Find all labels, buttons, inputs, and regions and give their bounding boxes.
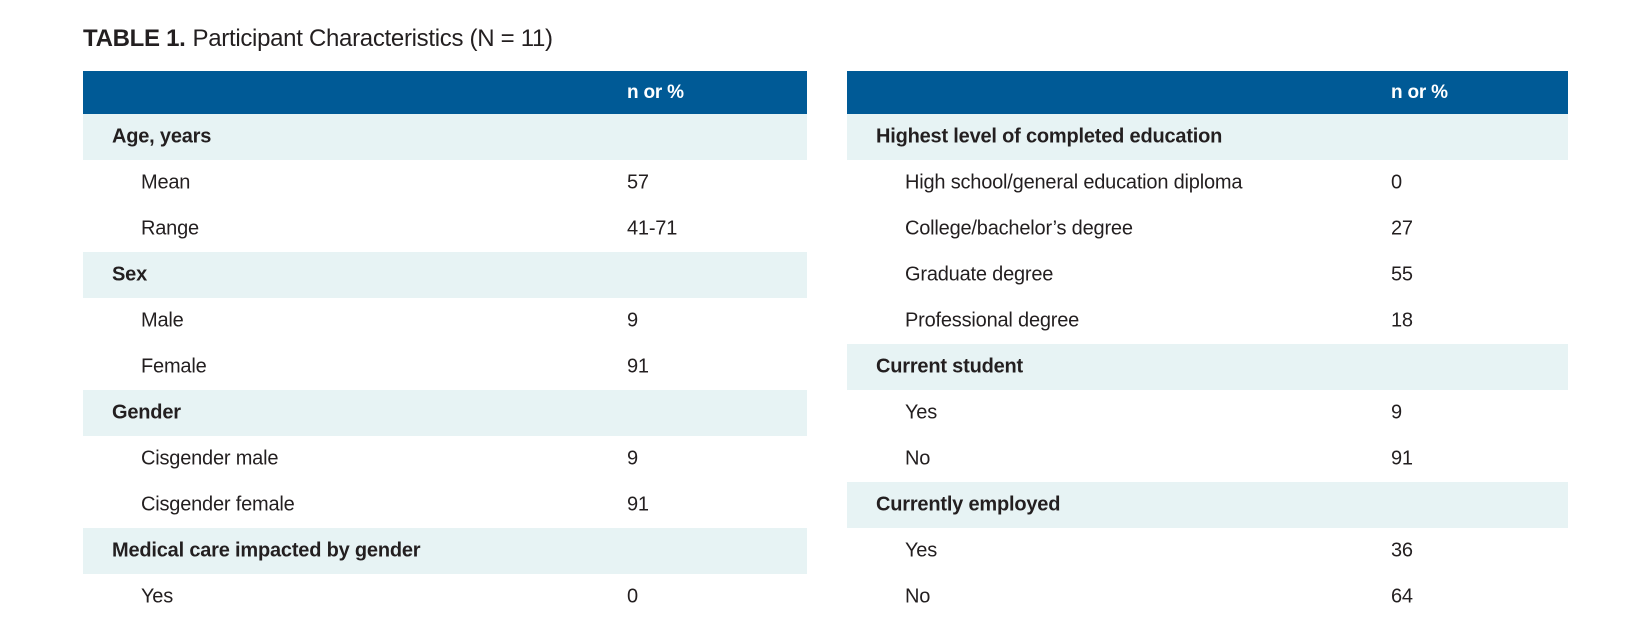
row-label: Mean: [141, 171, 191, 194]
section-row: Highest level of completed education: [847, 114, 1568, 160]
row-label: Cisgender female: [141, 493, 295, 516]
row-label: Male: [141, 309, 184, 332]
row-label: Gender: [112, 401, 181, 424]
data-row: Professional degree 18: [847, 298, 1568, 344]
row-label: Highest level of completed education: [876, 125, 1223, 148]
row-value: 64: [1391, 585, 1413, 608]
participant-table-right: n or % Highest level of completed educat…: [847, 71, 1568, 620]
section-row: Currently employed: [847, 482, 1568, 528]
row-value: 36: [1391, 539, 1413, 562]
row-value: 9: [1391, 401, 1402, 424]
row-label: Range: [141, 217, 199, 240]
row-value: 55: [1391, 263, 1413, 286]
row-value: 91: [627, 355, 649, 378]
row-value: 91: [627, 493, 649, 516]
table-title-number: TABLE 1.: [83, 25, 186, 52]
participant-characteristics-tables: n or % Age, years Mean 57 Range 41-71 Sex Male…: [83, 71, 1568, 620]
data-row: Mean 57: [83, 160, 807, 206]
row-label: Professional degree: [905, 309, 1080, 332]
data-row: Yes 9: [847, 390, 1568, 436]
row-value: 9: [627, 309, 638, 332]
table-title: TABLE 1. Participant Characteristics (N =…: [83, 25, 553, 53]
data-row: Cisgender male 9: [83, 436, 807, 482]
row-value: 27: [1391, 217, 1413, 240]
row-label: High school/general education diploma: [905, 171, 1243, 194]
row-label: College/bachelor’s degree: [905, 217, 1133, 240]
data-row: Female 91: [83, 344, 807, 390]
section-row: Current student: [847, 344, 1568, 390]
row-value: 18: [1391, 309, 1413, 332]
row-value: 0: [1391, 171, 1402, 194]
data-row: Cisgender female 91: [83, 482, 807, 528]
row-value: 57: [627, 171, 649, 194]
row-label: Cisgender male: [141, 447, 279, 470]
row-label: No: [905, 447, 931, 470]
row-label: Currently employed: [876, 493, 1061, 516]
table-header-row: n or %: [847, 71, 1568, 114]
row-value: 41-71: [627, 217, 678, 240]
section-row: Gender: [83, 390, 807, 436]
data-row: Yes 36: [847, 528, 1568, 574]
section-row: Age, years: [83, 114, 807, 160]
row-label: Yes: [905, 401, 938, 424]
row-label: Sex: [112, 263, 147, 286]
value-column-header: n or %: [1391, 81, 1448, 103]
row-label: Yes: [141, 585, 174, 608]
table-body: Highest level of completed education High…: [847, 114, 1568, 620]
row-label: Current student: [876, 355, 1024, 378]
row-value: 0: [627, 585, 638, 608]
row-value: 91: [1391, 447, 1413, 470]
row-value: 9: [627, 447, 638, 470]
section-row: Medical care impacted by gender: [83, 528, 807, 574]
data-row: Yes 0: [83, 574, 807, 620]
table-title-text: Participant Characteristics (N = 11): [192, 25, 554, 52]
table-header-row: n or %: [83, 71, 807, 114]
row-label: Medical care impacted by gender: [112, 539, 421, 562]
participant-table-left: n or % Age, years Mean 57 Range 41-71 Sex Male…: [83, 71, 807, 620]
value-column-header: n or %: [627, 81, 684, 103]
data-row: High school/general education diploma 0: [847, 160, 1568, 206]
row-label: Yes: [905, 539, 938, 562]
data-row: No 64: [847, 574, 1568, 620]
table-body: Age, years Mean 57 Range 41-71 Sex Male 9 Female…: [83, 114, 807, 620]
row-label: Female: [141, 355, 207, 378]
data-row: No 91: [847, 436, 1568, 482]
data-row: Male 9: [83, 298, 807, 344]
row-label: No: [905, 585, 931, 608]
data-row: Graduate degree 55: [847, 252, 1568, 298]
data-row: College/bachelor’s degree 27: [847, 206, 1568, 252]
section-row: Sex: [83, 252, 807, 298]
data-row: Range 41-71: [83, 206, 807, 252]
row-label: Graduate degree: [905, 263, 1054, 286]
row-label: Age, years: [112, 125, 212, 148]
